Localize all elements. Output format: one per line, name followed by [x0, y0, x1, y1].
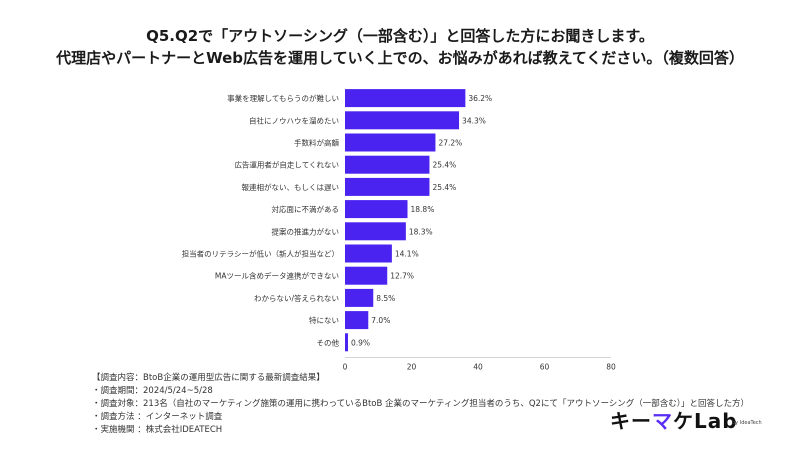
category-label: 担当者のリテラシーが低い（新人が担当など）	[182, 249, 339, 259]
category-label: その他	[317, 337, 340, 347]
value-label: 18.3%	[409, 227, 433, 236]
note-line: ・調査方法 ：インターネット調査	[92, 412, 223, 422]
note-line: 【調査内容：BtoB企業の運用型広告に関する最新調査結果】	[92, 373, 325, 383]
bar	[345, 111, 460, 130]
value-label: 18.8%	[411, 205, 435, 214]
bar	[345, 244, 392, 263]
bar	[345, 311, 369, 330]
note-line: ・実施機関 ：株式会社IDEATECH	[92, 425, 223, 435]
chart-title-line-2: 代理店やパートナーとWeb広告を運用していく上での、お悩みがあれば教えてください…	[56, 49, 744, 67]
category-label: 自社にノウハウを溜めたい	[249, 115, 339, 125]
category-label: 事業を理解してもらうのが難しい	[227, 93, 339, 103]
logo-byline: by IdeaTech	[732, 420, 762, 426]
category-label: 特にない	[309, 315, 339, 325]
bar	[345, 266, 388, 285]
x-tick-label: 0	[343, 362, 348, 371]
category-label: 提案の推進力がない	[272, 226, 340, 236]
category-label: わからない/答えられない	[254, 293, 339, 303]
category-label: 対応面に不満がある	[272, 204, 340, 214]
bar	[345, 200, 408, 219]
value-label: 7.0%	[371, 316, 390, 325]
category-label: 手数料が高額	[294, 138, 339, 148]
bar	[345, 288, 374, 307]
x-axis-group: 0 20 40 60 80	[343, 357, 616, 371]
x-tick-label: 60	[540, 362, 550, 371]
note-line: ・調査対象：213名（自社のマーケティング施策の運用に携わっているBtoB 企業…	[92, 399, 750, 409]
bar	[345, 222, 406, 241]
value-label: 12.7%	[390, 272, 414, 281]
survey-notes: 【調査内容：BtoB企業の運用型広告に関する最新調査結果】 ・調査期間：2024…	[92, 372, 749, 437]
bar	[345, 333, 348, 352]
logo-wordmark: キーマケLab	[610, 409, 738, 433]
brand-logo: キーマケLab by IdeaTech	[610, 408, 780, 438]
category-label: 広告運用者が自走してくれない	[234, 160, 339, 170]
bars-group	[345, 89, 466, 352]
category-label: MAツール含めデータ連携ができない	[215, 271, 339, 281]
bar	[345, 155, 430, 174]
value-label: 36.2%	[468, 94, 492, 103]
x-tick-label: 80	[606, 362, 616, 371]
value-labels-group: 36.2% 34.3% 27.2% 25.4% 25.4% 18.8% 18.3% 14.1%…	[351, 94, 492, 347]
category-label: 報連相がない、もしくは遅い	[242, 182, 340, 192]
value-label: 27.2%	[438, 139, 462, 148]
x-tick-label: 20	[407, 362, 417, 371]
bar	[345, 133, 436, 152]
bar	[345, 89, 466, 108]
bar	[345, 177, 430, 196]
category-labels-group: 事業を理解してもらうのが難しい自社にノウハウを溜めたい手数料が高額広告運用者が自…	[182, 93, 340, 347]
value-label: 34.3%	[462, 116, 486, 125]
value-label: 14.1%	[395, 250, 419, 259]
chart-title-line-1: Q5.Q2で「アウトソーシング（一部含む）」と回答した方にお聞きします。	[146, 27, 654, 45]
value-label: 8.5%	[376, 294, 395, 303]
x-tick-label: 40	[473, 362, 483, 371]
value-label: 0.9%	[351, 338, 370, 347]
value-label: 25.4%	[432, 183, 456, 192]
value-label: 25.4%	[432, 161, 456, 170]
note-line: ・調査期間：2024/5/24~5/28	[92, 386, 213, 396]
